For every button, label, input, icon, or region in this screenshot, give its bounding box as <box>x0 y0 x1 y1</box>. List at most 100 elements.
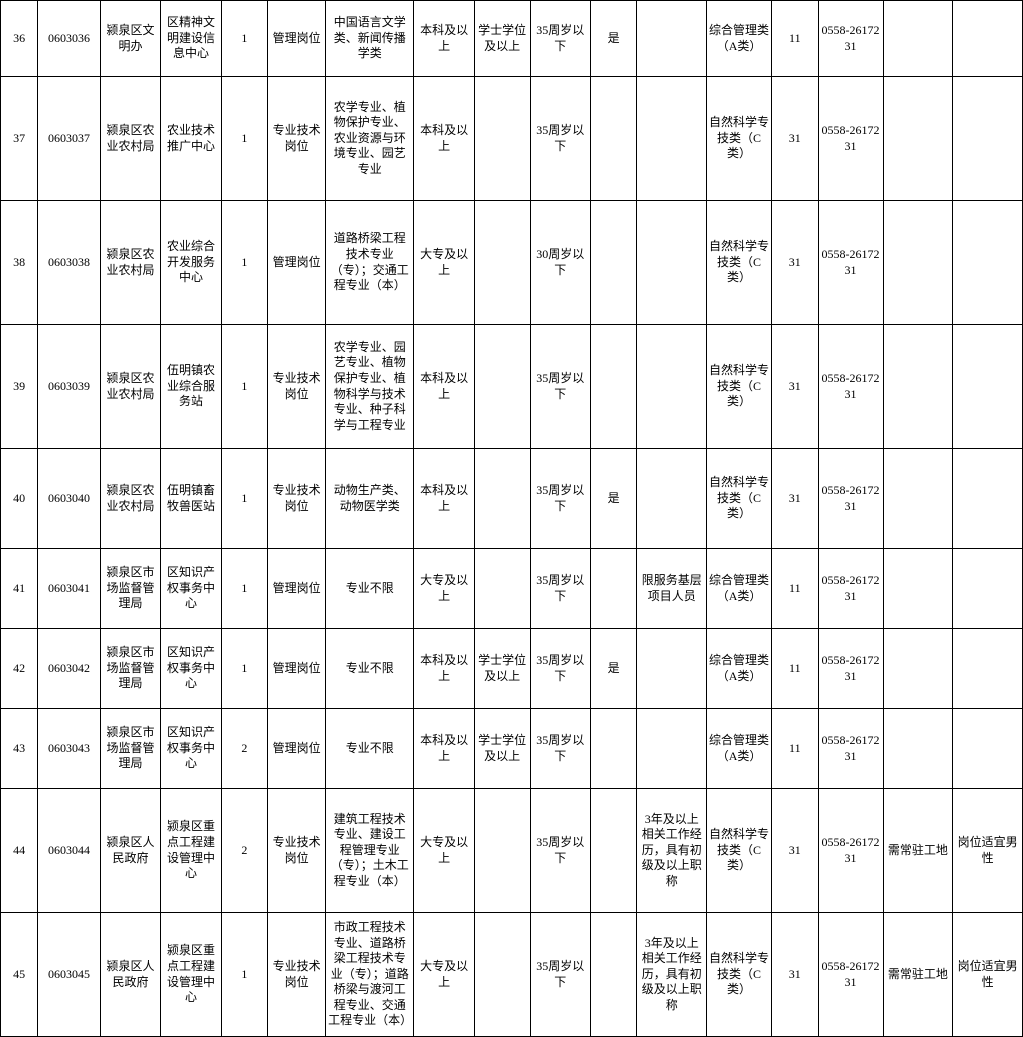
table-cell: 11 <box>772 709 818 789</box>
table-cell: 本科及以上 <box>414 77 474 201</box>
table-cell <box>590 709 636 789</box>
table-cell: 大专及以上 <box>414 789 474 913</box>
table-cell: 本科及以上 <box>414 449 474 549</box>
table-cell: 综合管理类（A类） <box>707 709 772 789</box>
table-cell: 43 <box>1 709 38 789</box>
table-cell: 颍泉区人民政府 <box>100 789 160 913</box>
table-cell: 区知识产权事务中心 <box>161 549 221 629</box>
table-cell: 39 <box>1 325 38 449</box>
table-cell: 自然科学专技类（C类） <box>707 789 772 913</box>
table-cell: 35周岁以下 <box>530 913 590 1037</box>
table-cell: 本科及以上 <box>414 1 474 77</box>
table-cell: 0603038 <box>38 201 101 325</box>
table-cell: 大专及以上 <box>414 549 474 629</box>
table-cell: 本科及以上 <box>414 325 474 449</box>
table-cell: 2 <box>221 709 267 789</box>
table-cell: 颍泉区人民政府 <box>100 913 160 1037</box>
table-row: 390603039颍泉区农业农村局伍明镇农业综合服务站1专业技术岗位农学专业、园… <box>1 325 1023 449</box>
table-cell <box>883 1 953 77</box>
table-row: 440603044颍泉区人民政府颍泉区重点工程建设管理中心2专业技术岗位建筑工程… <box>1 789 1023 913</box>
table-cell <box>474 325 530 449</box>
table-cell: 颍泉区农业农村局 <box>100 325 160 449</box>
table-row: 420603042颍泉区市场监督管理局区知识产权事务中心1管理岗位专业不限本科及… <box>1 629 1023 709</box>
table-cell: 40 <box>1 449 38 549</box>
table-cell <box>474 77 530 201</box>
table-cell: 0558-2617231 <box>818 449 883 549</box>
table-cell: 伍明镇畜牧兽医站 <box>161 449 221 549</box>
table-cell <box>474 449 530 549</box>
table-cell: 学士学位及以上 <box>474 709 530 789</box>
table-cell: 中国语言文学类、新闻传播学类 <box>326 1 414 77</box>
table-cell: 0558-2617231 <box>818 789 883 913</box>
table-cell: 农业综合开发服务中心 <box>161 201 221 325</box>
table-cell: 农学专业、园艺专业、植物保护专业、植物科学与技术专业、种子科学与工程专业 <box>326 325 414 449</box>
table-cell: 专业技术岗位 <box>268 449 326 549</box>
table-cell: 0603045 <box>38 913 101 1037</box>
table-cell: 是 <box>590 1 636 77</box>
table-cell: 31 <box>772 77 818 201</box>
table-cell: 0603044 <box>38 789 101 913</box>
table-cell: 是 <box>590 449 636 549</box>
table-cell: 35周岁以下 <box>530 709 590 789</box>
table-cell: 建筑工程技术专业、建设工程管理专业（专）；土木工程专业（本） <box>326 789 414 913</box>
table-cell: 0558-2617231 <box>818 913 883 1037</box>
table-cell: 颍泉区文明办 <box>100 1 160 77</box>
table-cell: 31 <box>772 789 818 913</box>
table-cell <box>474 201 530 325</box>
table-cell: 31 <box>772 201 818 325</box>
table-cell <box>637 201 707 325</box>
table-cell: 0603043 <box>38 709 101 789</box>
table-cell: 2 <box>221 789 267 913</box>
table-cell: 管理岗位 <box>268 709 326 789</box>
table-cell: 专业技术岗位 <box>268 913 326 1037</box>
table-cell: 0558-2617231 <box>818 709 883 789</box>
table-cell <box>637 449 707 549</box>
table-cell: 伍明镇农业综合服务站 <box>161 325 221 449</box>
table-cell: 0558-2617231 <box>818 201 883 325</box>
table-cell: 区精神文明建设信息中心 <box>161 1 221 77</box>
table-cell: 专业不限 <box>326 549 414 629</box>
table-cell: 45 <box>1 913 38 1037</box>
table-cell: 自然科学专技类（C类） <box>707 913 772 1037</box>
table-cell: 颍泉区市场监督管理局 <box>100 549 160 629</box>
table-cell: 综合管理类（A类） <box>707 1 772 77</box>
table-cell: 限服务基层项目人员 <box>637 549 707 629</box>
table-cell: 31 <box>772 449 818 549</box>
table-cell: 自然科学专技类（C类） <box>707 325 772 449</box>
table-cell: 专业不限 <box>326 629 414 709</box>
table-cell <box>883 549 953 629</box>
table-cell: 区知识产权事务中心 <box>161 709 221 789</box>
table-cell <box>590 549 636 629</box>
table-cell: 区知识产权事务中心 <box>161 629 221 709</box>
table-cell: 岗位适宜男性 <box>953 913 1023 1037</box>
table-cell: 专业不限 <box>326 709 414 789</box>
table-cell <box>883 77 953 201</box>
table-cell: 0558-2617231 <box>818 629 883 709</box>
table-cell: 35周岁以下 <box>530 789 590 913</box>
table-cell: 管理岗位 <box>268 201 326 325</box>
table-cell: 专业技术岗位 <box>268 325 326 449</box>
table-row: 410603041颍泉区市场监督管理局区知识产权事务中心1管理岗位专业不限大专及… <box>1 549 1023 629</box>
table-cell: 需常驻工地 <box>883 789 953 913</box>
table-row: 360603036颍泉区文明办区精神文明建设信息中心1管理岗位中国语言文学类、新… <box>1 1 1023 77</box>
table-cell: 36 <box>1 1 38 77</box>
table-cell: 动物生产类、动物医学类 <box>326 449 414 549</box>
table-cell: 3年及以上相关工作经历，具有初级及以上职称 <box>637 789 707 913</box>
table-cell: 1 <box>221 325 267 449</box>
table-cell: 0603037 <box>38 77 101 201</box>
table-cell: 35周岁以下 <box>530 549 590 629</box>
table-cell: 11 <box>772 1 818 77</box>
table-cell <box>590 913 636 1037</box>
table-cell <box>953 549 1023 629</box>
table-row: 450603045颍泉区人民政府颍泉区重点工程建设管理中心1专业技术岗位市政工程… <box>1 913 1023 1037</box>
table-cell: 38 <box>1 201 38 325</box>
table-cell <box>590 789 636 913</box>
table-cell: 0558-2617231 <box>818 549 883 629</box>
table-cell: 42 <box>1 629 38 709</box>
table-cell <box>953 77 1023 201</box>
table-cell: 0558-2617231 <box>818 77 883 201</box>
table-cell: 自然科学专技类（C类） <box>707 201 772 325</box>
table-cell: 自然科学专技类（C类） <box>707 449 772 549</box>
table-cell: 1 <box>221 913 267 1037</box>
table-cell: 颍泉区重点工程建设管理中心 <box>161 789 221 913</box>
